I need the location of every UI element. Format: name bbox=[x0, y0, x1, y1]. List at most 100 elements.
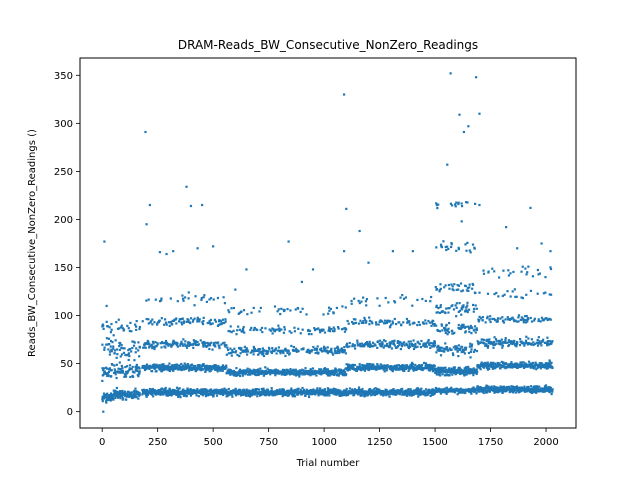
data-point bbox=[278, 327, 281, 330]
data-point bbox=[327, 328, 331, 331]
data-point bbox=[343, 330, 347, 333]
data-point bbox=[254, 391, 257, 394]
data-point bbox=[168, 324, 171, 327]
data-point bbox=[520, 296, 523, 299]
data-point bbox=[370, 394, 373, 397]
data-point bbox=[522, 319, 525, 322]
data-point bbox=[286, 307, 289, 311]
data-point bbox=[471, 389, 474, 393]
data-point bbox=[277, 390, 280, 393]
data-point bbox=[108, 326, 111, 329]
data-point bbox=[101, 343, 104, 346]
data-point bbox=[151, 387, 154, 391]
data-point bbox=[239, 389, 242, 392]
data-point bbox=[155, 344, 158, 348]
data-point bbox=[478, 291, 481, 294]
data-point bbox=[468, 283, 471, 286]
data-point bbox=[131, 391, 134, 394]
data-point bbox=[460, 350, 463, 354]
data-point bbox=[423, 342, 427, 345]
data-point bbox=[451, 352, 455, 355]
data-point bbox=[154, 367, 157, 370]
data-point bbox=[376, 297, 379, 300]
data-point bbox=[152, 389, 155, 392]
data-point bbox=[513, 386, 516, 389]
data-point bbox=[200, 390, 203, 393]
data-point bbox=[222, 296, 225, 299]
data-point bbox=[229, 373, 232, 376]
data-point bbox=[290, 344, 293, 348]
data-point bbox=[171, 388, 174, 392]
data-point bbox=[388, 343, 392, 346]
data-point bbox=[487, 344, 490, 347]
data-point bbox=[463, 348, 466, 352]
data-point bbox=[444, 366, 447, 369]
data-point bbox=[258, 372, 262, 375]
data-point bbox=[420, 387, 423, 390]
data-point bbox=[308, 350, 311, 353]
data-point bbox=[505, 362, 508, 365]
data-point bbox=[494, 386, 497, 389]
data-point bbox=[165, 323, 168, 326]
data-point bbox=[367, 345, 370, 348]
data-point bbox=[542, 338, 545, 341]
data-point bbox=[208, 347, 211, 351]
data-point bbox=[183, 392, 186, 395]
data-point bbox=[367, 365, 370, 369]
data-point bbox=[532, 387, 535, 390]
data-point bbox=[425, 388, 428, 391]
data-point bbox=[271, 394, 274, 397]
data-point bbox=[364, 321, 368, 324]
data-point bbox=[551, 388, 554, 391]
data-point bbox=[227, 387, 230, 391]
data-point bbox=[378, 388, 381, 391]
data-point bbox=[133, 359, 136, 362]
data-point bbox=[492, 343, 495, 347]
data-point bbox=[329, 330, 332, 333]
data-point bbox=[457, 310, 460, 314]
data-point bbox=[550, 361, 553, 364]
data-point bbox=[459, 368, 462, 371]
data-point bbox=[120, 395, 123, 398]
data-point bbox=[135, 363, 138, 367]
data-point bbox=[374, 387, 377, 390]
data-point bbox=[187, 297, 190, 300]
data-point bbox=[484, 321, 487, 324]
data-point bbox=[499, 390, 502, 393]
data-point bbox=[337, 347, 340, 350]
data-point bbox=[430, 390, 433, 393]
data-point bbox=[113, 349, 116, 352]
data-point bbox=[446, 389, 449, 392]
data-point bbox=[456, 393, 459, 396]
data-point bbox=[374, 365, 377, 368]
data-point bbox=[476, 363, 479, 367]
data-point bbox=[414, 392, 417, 395]
data-point bbox=[282, 351, 285, 355]
data-point bbox=[239, 394, 243, 397]
data-point bbox=[501, 294, 504, 298]
data-point bbox=[464, 346, 468, 349]
data-point bbox=[474, 331, 477, 334]
data-point bbox=[412, 343, 415, 347]
data-point bbox=[327, 350, 330, 353]
data-point bbox=[499, 317, 502, 320]
data-point bbox=[422, 361, 426, 365]
data-point bbox=[122, 351, 126, 354]
data-point bbox=[475, 391, 478, 394]
data-point bbox=[191, 320, 195, 323]
data-point bbox=[250, 326, 253, 330]
data-point bbox=[269, 373, 272, 376]
data-point bbox=[531, 361, 535, 365]
data-point bbox=[511, 391, 515, 394]
data-point bbox=[473, 247, 476, 250]
data-point bbox=[274, 328, 277, 331]
data-point bbox=[124, 353, 127, 357]
data-point bbox=[196, 388, 199, 391]
data-point bbox=[315, 328, 318, 331]
data-point bbox=[197, 365, 201, 368]
data-point bbox=[378, 320, 381, 323]
data-point bbox=[109, 399, 112, 402]
data-point bbox=[260, 326, 264, 329]
data-point bbox=[412, 393, 415, 396]
data-point bbox=[469, 326, 472, 329]
